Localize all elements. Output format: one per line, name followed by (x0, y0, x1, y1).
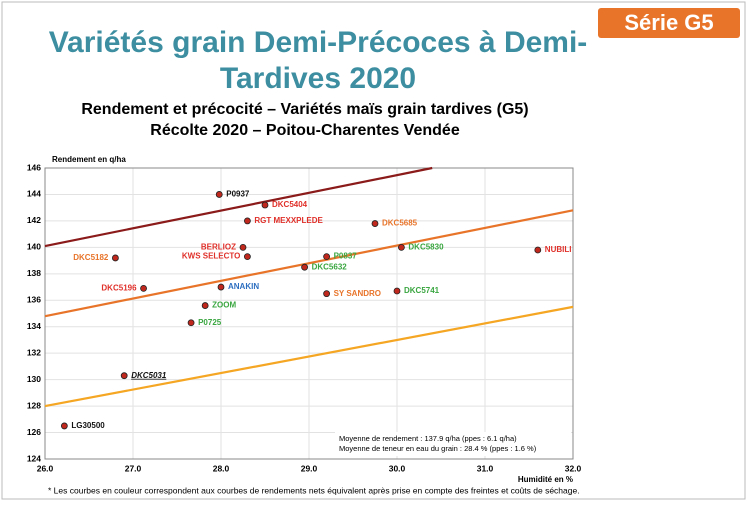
point-label: KWS SELECTO (182, 252, 241, 261)
point-label: DKC5685 (382, 219, 418, 228)
slide-title: Tardives 2020 (220, 62, 416, 95)
point (60, 422, 68, 430)
point-label: DKC5182 (73, 253, 109, 262)
slide-title: Variétés grain Demi-Précoces à Demi- (49, 26, 588, 59)
point-label: P0937 (226, 190, 250, 199)
y-tick-label: 134 (27, 321, 41, 331)
point-label: ZOOM (212, 301, 236, 310)
badge-box (598, 8, 740, 38)
point (323, 290, 331, 298)
x-tick-label: 31.0 (477, 463, 494, 473)
yield-curve (44, 166, 433, 248)
point-label: DKC5741 (404, 286, 440, 295)
point (393, 287, 401, 295)
point (243, 217, 251, 225)
point (534, 246, 542, 254)
point-label: RGT MEXXPLEDE (254, 216, 323, 225)
x-tick-label: 27.0 (125, 463, 142, 473)
annotation: Moyenne de rendement : 137.9 q/ha (ppes … (339, 434, 517, 443)
x-tick-label: 26.0 (37, 463, 54, 473)
point (397, 243, 405, 251)
point (261, 201, 269, 209)
x-tick-label: 32.0 (565, 463, 582, 473)
point-label: DKC5632 (312, 262, 348, 271)
point-label: P0837 (334, 252, 358, 261)
point (217, 283, 225, 291)
x-tick-label: 30.0 (389, 463, 406, 473)
y-tick-label: 126 (27, 427, 41, 437)
point (140, 284, 147, 292)
y-tick-label: 130 (27, 374, 41, 384)
point (301, 263, 309, 271)
point (120, 372, 128, 380)
x-axis-label: Humidité en % (518, 475, 573, 484)
point-label: ANAKIN (228, 282, 259, 291)
yield-curve (44, 305, 574, 408)
point-label: P0725 (198, 318, 222, 327)
y-tick-label: 136 (27, 295, 41, 305)
y-axis-label: Rendement en q/ha (52, 155, 126, 164)
point (371, 220, 379, 227)
point (187, 319, 195, 327)
point-label: NUBILI (545, 245, 572, 254)
point (239, 243, 247, 251)
annotation: Moyenne de teneur en eau du grain : 28.4… (339, 444, 537, 453)
plot-frame (44, 167, 574, 460)
y-tick-label: 144 (27, 189, 41, 199)
point-label: BERLIOZ (201, 242, 236, 251)
yield-curve (44, 209, 574, 318)
point-label: SY SANDRO (334, 289, 381, 298)
point (112, 254, 119, 262)
point-label: LG30500 (71, 421, 105, 430)
point-label: DKC5031 (131, 371, 167, 380)
y-tick-label: 132 (27, 347, 41, 357)
y-tick-label: 128 (27, 400, 41, 410)
x-tick-label: 28.0 (213, 463, 230, 473)
point (243, 253, 251, 261)
footnote: * Les courbes en couleur correspondent a… (48, 485, 580, 495)
point (323, 253, 331, 261)
y-tick-label: 146 (27, 162, 41, 172)
x-tick-label: 29.0 (301, 463, 318, 473)
y-tick-label: 140 (27, 242, 41, 252)
point (201, 302, 209, 309)
badge: Série G5 (624, 10, 713, 35)
point-label: DKC5830 (408, 242, 444, 251)
y-tick-label: 124 (27, 453, 41, 463)
point-label: DKC5404 (272, 200, 308, 209)
point-label: DKC5196 (101, 283, 137, 292)
chart-title: Rendement et précocité – Variétés maïs g… (81, 101, 528, 118)
chart-title: Récolte 2020 – Poitou-Charentes Vendée (150, 122, 460, 139)
annotation-box (335, 432, 571, 456)
point (215, 191, 223, 198)
y-tick-label: 138 (27, 268, 41, 278)
y-tick-label: 142 (27, 215, 41, 225)
